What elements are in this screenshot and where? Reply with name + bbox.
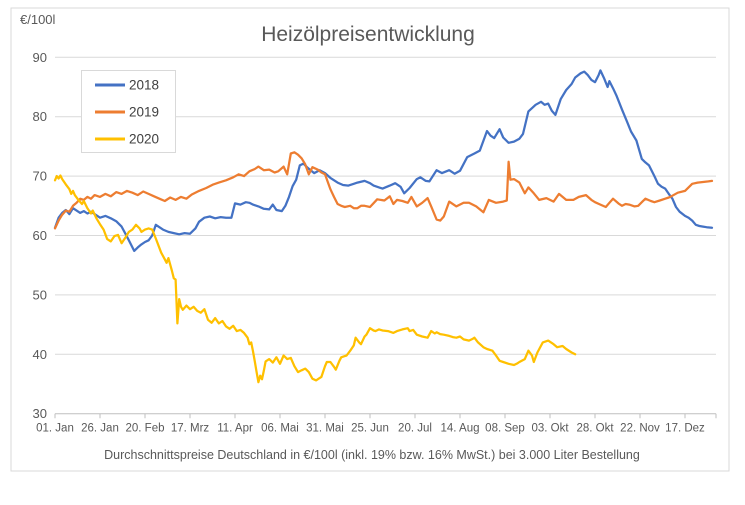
chart-title: Heizölpreisentwicklung bbox=[261, 23, 475, 46]
legend-item-2020: 2020 bbox=[95, 132, 159, 147]
x-tick-label: 28. Okt bbox=[576, 423, 614, 435]
x-tick-label: 17. Dez bbox=[665, 423, 705, 435]
x-tick-label: 08. Sep bbox=[485, 423, 525, 435]
legend: 2018 2019 2020 bbox=[81, 70, 176, 153]
y-tick-label: 80 bbox=[33, 109, 47, 124]
y-axis-labels: 90 80 70 60 50 40 30 bbox=[33, 50, 47, 421]
y-tick-label: 50 bbox=[33, 287, 47, 302]
x-tick-label: 06. Mai bbox=[261, 423, 299, 435]
x-tick-label: 01. Jan bbox=[36, 423, 74, 435]
legend-label-2020: 2020 bbox=[129, 132, 159, 147]
x-tick-label: 22. Nov bbox=[620, 423, 660, 435]
y-tick-label: 30 bbox=[33, 406, 47, 421]
x-tick-label: 20. Feb bbox=[126, 423, 165, 435]
legend-label-2019: 2019 bbox=[129, 105, 159, 120]
series-line-2019 bbox=[53, 151, 714, 230]
y-axis-unit-label: €/100l bbox=[20, 12, 56, 27]
x-tick-label: 11. Apr bbox=[217, 423, 253, 435]
legend-item-2019: 2019 bbox=[95, 105, 159, 120]
x-axis-ticks bbox=[54, 413, 717, 419]
y-tick-label: 40 bbox=[33, 347, 47, 362]
x-tick-label: 20. Jul bbox=[398, 423, 432, 435]
series-line-2020 bbox=[53, 174, 577, 384]
x-tick-label: 25. Jun bbox=[351, 423, 389, 435]
x-tick-label: 31. Mai bbox=[306, 423, 344, 435]
y-tick-label: 90 bbox=[33, 50, 47, 65]
legend-label-2018: 2018 bbox=[129, 78, 159, 93]
y-tick-label: 60 bbox=[33, 228, 47, 243]
x-axis-labels: 01. Jan 26. Jan 20. Feb 17. Mrz 11. Apr … bbox=[36, 423, 705, 435]
y-tick-label: 70 bbox=[33, 169, 47, 184]
chart-caption: Durchschnittspreise Deutschland in €/100… bbox=[104, 448, 640, 462]
x-tick-label: 17. Mrz bbox=[171, 423, 210, 435]
series-lines bbox=[53, 69, 714, 384]
legend-item-2018: 2018 bbox=[95, 78, 159, 93]
x-tick-label: 26. Jan bbox=[81, 423, 119, 435]
x-tick-label: 03. Okt bbox=[531, 423, 569, 435]
x-tick-label: 14. Aug bbox=[440, 423, 479, 435]
